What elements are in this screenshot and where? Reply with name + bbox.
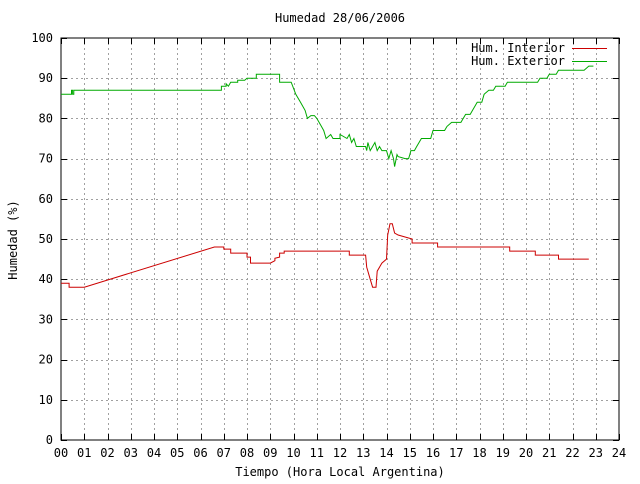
x-tick-label: 05: [170, 446, 184, 460]
x-tick-label: 12: [333, 446, 347, 460]
y-tick-label: 80: [39, 111, 53, 125]
x-tick-label: 07: [217, 446, 231, 460]
grid-layer: [61, 38, 619, 440]
series-layer: [61, 65, 594, 288]
y-tick-label: 60: [39, 192, 53, 206]
y-tick-label: 70: [39, 152, 53, 166]
y-tick-label: 40: [39, 272, 53, 286]
x-tick-label: 19: [496, 446, 510, 460]
series-line-1: [61, 65, 594, 167]
x-tick-label: 18: [472, 446, 486, 460]
axes-layer: 00 01 02 03 04 05 06 07 08 09 10 11 12 13 14 15 16 17 18 19…: [31, 31, 626, 460]
x-tick-label: 23: [589, 446, 603, 460]
x-tick-label: 20: [519, 446, 533, 460]
chart-title: Humedad 28/06/2006: [275, 11, 405, 25]
x-tick-label: 24: [612, 446, 626, 460]
x-tick-label: 08: [240, 446, 254, 460]
legend-label-1: Hum. Exterior: [471, 54, 565, 68]
x-tick-label: 13: [356, 446, 370, 460]
legend-label-0: Hum. Interior: [471, 41, 565, 55]
x-tick-label: 14: [379, 446, 393, 460]
x-tick-label: 02: [100, 446, 114, 460]
x-tick-label: 06: [193, 446, 207, 460]
y-axis-label: Humedad (%): [6, 200, 20, 279]
y-tick-label: 50: [39, 232, 53, 246]
x-tick-label: 11: [310, 446, 324, 460]
y-tick-label: 10: [39, 393, 53, 407]
x-tick-label: 15: [403, 446, 417, 460]
x-tick-label: 22: [565, 446, 579, 460]
y-tick-label: 90: [39, 71, 53, 85]
x-tick-label: 00: [54, 446, 68, 460]
y-tick-label: 20: [39, 353, 53, 367]
x-tick-label: 09: [263, 446, 277, 460]
x-tick-label: 17: [449, 446, 463, 460]
x-tick-label: 21: [542, 446, 556, 460]
x-tick-label: 01: [77, 446, 91, 460]
x-tick-label: 10: [286, 446, 300, 460]
y-tick-label: 30: [39, 312, 53, 326]
x-tick-label: 16: [426, 446, 440, 460]
y-tick-label: 100: [31, 31, 53, 45]
x-tick-label: 04: [147, 446, 161, 460]
x-tick-label: 03: [124, 446, 138, 460]
x-axis-label: Tiempo (Hora Local Argentina): [235, 465, 445, 479]
y-tick-label: 0: [46, 433, 53, 447]
series-line-0: [61, 223, 589, 288]
